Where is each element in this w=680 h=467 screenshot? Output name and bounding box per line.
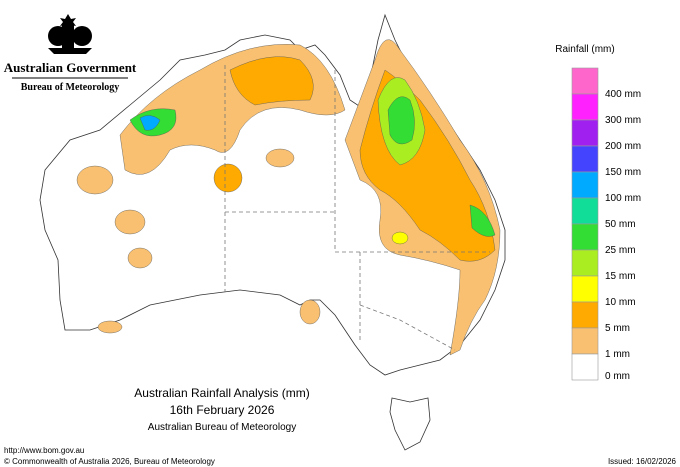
legend-label: 200 mm — [605, 141, 641, 152]
legend-label: 0 mm — [605, 371, 630, 382]
legend-title: Rainfall (mm) — [555, 44, 614, 55]
map-title: Australian Rainfall Analysis (mm) — [134, 386, 309, 400]
legend-label: 15 mm — [605, 271, 636, 282]
legend-label: 10 mm — [605, 297, 636, 308]
legend-label: 150 mm — [605, 167, 641, 178]
legend-swatch — [571, 93, 599, 121]
legend-swatch — [571, 275, 599, 303]
government: Australian Government — [4, 60, 137, 75]
legend-swatch — [571, 67, 599, 95]
legend-label: 400 mm — [605, 89, 641, 100]
footer-issued: Issued: 16/02/2026 — [608, 457, 677, 466]
map-subtitle: Australian Bureau of Meteorology — [148, 422, 296, 433]
legend-swatch — [571, 171, 599, 199]
legend-swatch — [571, 145, 599, 173]
legend-swatch — [571, 353, 599, 381]
legend-swatch — [571, 223, 599, 251]
state-borders — [224, 65, 490, 351]
footer-url: http://www.bom.gov.au — [4, 446, 84, 455]
crest — [48, 14, 92, 54]
legend-label: 5 mm — [605, 323, 630, 334]
map-date: 16th February 2026 — [170, 403, 275, 417]
legend-label: 1 mm — [605, 349, 630, 360]
legend-label: 100 mm — [605, 193, 641, 204]
rain-areas — [76, 39, 501, 356]
map — [39, 13, 506, 451]
footer-copyright: © Commonwealth of Australia 2026, Bureau… — [4, 457, 215, 466]
legend-swatch — [571, 197, 599, 225]
legend-swatch — [571, 327, 599, 355]
legend: 400 mm 300 mm 200 mm 150 mm 100 mm 50 mm 25 mm… — [571, 67, 641, 382]
tasmania — [389, 397, 431, 451]
legend-label: 300 mm — [605, 115, 641, 126]
legend-swatch — [571, 119, 599, 147]
legend-label: 25 mm — [605, 245, 636, 256]
legend-swatch — [571, 301, 599, 329]
legend-label: 50 mm — [605, 219, 636, 230]
legend-swatch — [571, 249, 599, 277]
agency: Bureau of Meteorology — [21, 82, 120, 93]
